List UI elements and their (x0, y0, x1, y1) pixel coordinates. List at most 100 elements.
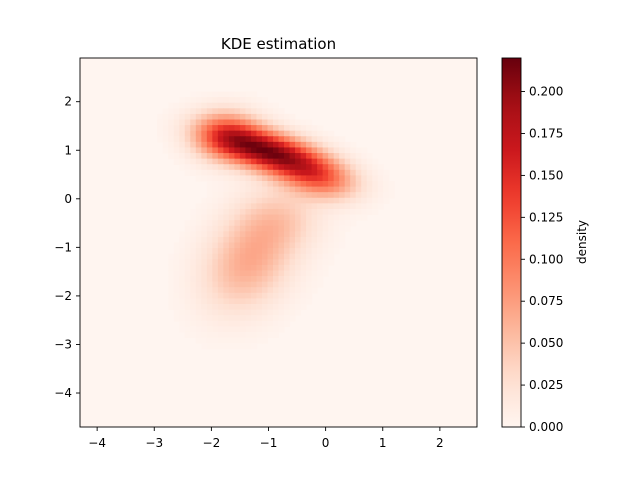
heatmap-cell (234, 315, 241, 322)
heatmap-cell (250, 203, 258, 210)
heatmap-cell (168, 130, 175, 137)
heatmap-cell (239, 304, 247, 311)
heatmap-cell (223, 181, 230, 188)
heatmap-cell (239, 309, 247, 316)
heatmap-cell (250, 192, 258, 199)
heatmap-cell (328, 231, 335, 238)
heatmap-cell (295, 125, 302, 132)
heatmap-cell (289, 287, 296, 294)
heatmap-cell (223, 264, 230, 272)
heatmap-cell (245, 169, 252, 177)
heatmap-cell (278, 326, 285, 333)
heatmap-cell (195, 270, 202, 277)
heatmap-cell (300, 197, 307, 204)
heatmap-cell (278, 141, 285, 149)
heatmap-cell (173, 102, 180, 109)
heatmap-cell (179, 281, 186, 288)
heatmap-cell (284, 231, 291, 238)
heatmap-cell (190, 248, 197, 255)
heatmap-cell (173, 130, 180, 137)
heatmap-cell (190, 309, 197, 316)
heatmap-cell (355, 164, 362, 171)
heatmap-cell (355, 214, 362, 221)
heatmap-cell (234, 259, 241, 266)
heatmap-cell (239, 248, 247, 255)
heatmap-cell (245, 125, 252, 132)
heatmap-cell (195, 304, 202, 311)
heatmap-cell (245, 175, 252, 182)
heatmap-cell (322, 130, 329, 137)
chart-title: KDE estimation (221, 35, 336, 53)
heatmap-cell (217, 292, 224, 300)
heatmap-cell (190, 231, 197, 238)
heatmap-cell (278, 231, 285, 238)
heatmap-cell (322, 236, 329, 244)
heatmap-cell (284, 287, 291, 294)
heatmap-cell (245, 231, 252, 238)
heatmap-cell (179, 292, 186, 300)
heatmap-cell (217, 125, 224, 132)
heatmap-cell (256, 141, 263, 149)
heatmap-cell (295, 304, 302, 311)
heatmap-cell (239, 130, 247, 137)
heatmap-cell (201, 320, 208, 327)
heatmap-cell (322, 253, 329, 260)
heatmap-cell (267, 197, 274, 204)
heatmap-cell (250, 136, 258, 143)
heatmap-cell (223, 242, 230, 249)
heatmap-cell (234, 248, 241, 255)
heatmap-cell (206, 259, 213, 266)
heatmap-cell (179, 119, 186, 126)
heatmap-cell (383, 186, 390, 193)
heatmap-cell (234, 309, 241, 316)
heatmap-cell (234, 326, 241, 333)
heatmap-cell (245, 119, 252, 126)
heatmap-cell (228, 130, 235, 137)
heatmap-cell (261, 203, 269, 210)
heatmap-cell (250, 276, 258, 283)
heatmap-cell (333, 225, 340, 232)
heatmap-cell (239, 158, 247, 165)
heatmap-cell (289, 192, 296, 199)
heatmap-cell (278, 203, 285, 210)
heatmap-cell (306, 147, 313, 154)
heatmap-cell (261, 214, 269, 221)
heatmap-cell (344, 153, 351, 160)
heatmap-cell (372, 169, 379, 177)
heatmap-cell (173, 108, 180, 115)
heatmap-cell (372, 186, 379, 193)
colorbar-tick-label: 0.175 (529, 126, 563, 140)
heatmap-cell (206, 264, 213, 272)
heatmap-cell (272, 147, 280, 154)
colorbar-tick-label: 0.200 (529, 85, 563, 99)
heatmap-cell (272, 113, 280, 121)
heatmap-cell (377, 175, 384, 182)
heatmap-cell (344, 141, 351, 149)
heatmap-cell (223, 343, 230, 350)
heatmap-cell (184, 236, 191, 244)
heatmap-cell (256, 248, 263, 255)
heatmap-cell (339, 242, 346, 249)
heatmap-cell (190, 276, 197, 283)
heatmap-cell (201, 298, 208, 305)
heatmap-cell (195, 113, 202, 121)
heatmap-cell (333, 208, 340, 216)
heatmap-cell (228, 236, 235, 244)
heatmap-cell (261, 331, 269, 339)
heatmap-cell (278, 108, 285, 115)
heatmap-cell (245, 113, 252, 121)
heatmap-cell (300, 175, 307, 182)
heatmap-cell (295, 276, 302, 283)
heatmap-cell (295, 281, 302, 288)
heatmap-cell (322, 164, 329, 171)
heatmap-cell (372, 203, 379, 210)
heatmap-cell (256, 119, 263, 126)
heatmap-cell (223, 203, 230, 210)
heatmap-cell (217, 130, 224, 137)
heatmap-cell (228, 119, 235, 126)
heatmap-cell (223, 97, 230, 104)
heatmap-cell (261, 164, 269, 171)
heatmap-cell (272, 108, 280, 115)
heatmap-cell (361, 158, 368, 165)
heatmap-cell (201, 304, 208, 311)
